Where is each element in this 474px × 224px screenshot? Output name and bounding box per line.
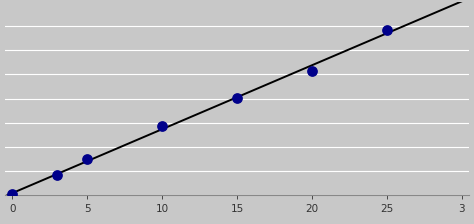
Point bbox=[54, 173, 61, 177]
Point bbox=[9, 193, 16, 196]
Point bbox=[383, 28, 391, 32]
Point bbox=[308, 69, 316, 72]
Point bbox=[233, 96, 241, 99]
Point bbox=[158, 125, 166, 128]
Point bbox=[83, 157, 91, 161]
